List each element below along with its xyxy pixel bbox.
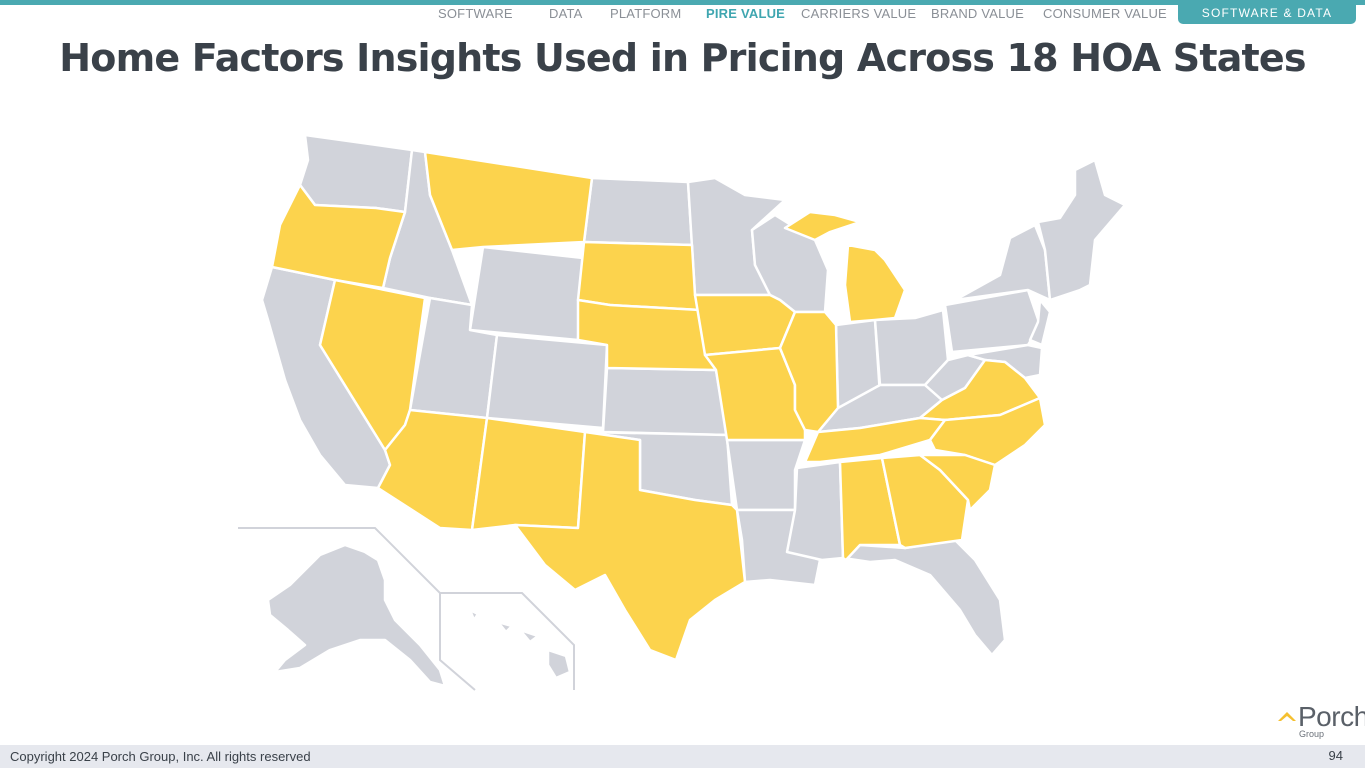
state-SC xyxy=(918,453,997,512)
top-navigation: SOFTWARE DATA PLATFORM PIRE VALUE CARRIE… xyxy=(0,5,1365,25)
state-WY xyxy=(468,245,585,342)
nav-item-software[interactable]: SOFTWARE xyxy=(438,6,513,21)
state-OR xyxy=(270,183,407,290)
software-and-data-button[interactable]: SOFTWARE & DATA xyxy=(1178,5,1356,24)
state-CO xyxy=(485,333,609,430)
state-New-England xyxy=(1036,158,1127,302)
state-ND xyxy=(582,176,694,247)
logo-subtitle: Group xyxy=(1299,729,1325,739)
state-SD xyxy=(576,240,702,312)
state-TX xyxy=(513,430,747,662)
copyright-text: Copyright 2024 Porch Group, Inc. All rig… xyxy=(10,749,311,764)
state-MI-upper xyxy=(783,210,862,242)
logo-wordmark: Porch xyxy=(1298,701,1365,732)
nav-item-consumer-value[interactable]: CONSUMER VALUE xyxy=(1043,6,1167,21)
default-states xyxy=(260,133,1127,688)
inset-frame-lines xyxy=(238,527,575,691)
page-title: Home Factors Insights Used in Pricing Ac… xyxy=(59,36,1306,80)
state-NC xyxy=(928,396,1047,467)
nav-item-brand-value[interactable]: BRAND VALUE xyxy=(931,6,1024,21)
nav-item-carriers-value[interactable]: CARRIERS VALUE xyxy=(801,6,917,21)
state-NM xyxy=(470,416,587,532)
page-number: 94 xyxy=(1328,748,1343,763)
state-AR xyxy=(725,438,807,512)
us-states-map xyxy=(238,133,1127,691)
nav-item-pire-value[interactable]: PIRE VALUE xyxy=(706,6,786,21)
state-KS xyxy=(601,366,729,437)
roof-icon xyxy=(1278,712,1296,721)
state-MI-lower xyxy=(843,243,907,324)
state-MT xyxy=(423,150,594,252)
state-IL xyxy=(778,310,840,434)
state-NJ xyxy=(1028,298,1052,347)
state-NY xyxy=(953,223,1052,302)
state-MS xyxy=(785,460,845,562)
state-NE xyxy=(576,298,718,372)
nav-item-platform[interactable]: PLATFORM xyxy=(610,6,682,21)
state-WA xyxy=(298,133,414,214)
highlighted-states xyxy=(270,150,1047,662)
top-accent-bar xyxy=(0,0,1365,5)
porch-group-logo: Porch Group xyxy=(1276,701,1365,743)
state-FL xyxy=(841,538,1007,657)
footer-bar: Copyright 2024 Porch Group, Inc. All rig… xyxy=(0,745,1365,768)
state-HI xyxy=(468,608,572,680)
state-AK xyxy=(266,543,447,688)
nav-item-data[interactable]: DATA xyxy=(549,6,583,21)
